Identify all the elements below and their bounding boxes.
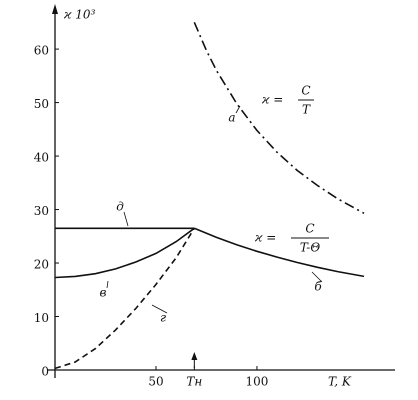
y-tick-label: 10 [34, 311, 49, 325]
formula-lhs: ϰ = [254, 231, 276, 245]
label-leader [123, 211, 129, 227]
y-tick-label: 0 [41, 365, 49, 379]
y-axis-label: ϰ 10³ [63, 8, 96, 22]
y-tick-label: 20 [34, 258, 49, 272]
label-leader [106, 280, 109, 289]
curve-label: д [116, 200, 124, 214]
y-tick-label: 30 [34, 204, 49, 218]
curve-label: а [228, 111, 235, 125]
x-tick-label: 50 [148, 375, 163, 389]
label-leader [311, 271, 323, 283]
formula-num: C [305, 222, 314, 236]
curve-label: в [100, 286, 107, 300]
y-axis-arrow [52, 4, 58, 14]
y-tick-label: 40 [34, 151, 49, 165]
formula-num: C [301, 84, 310, 98]
tn-arrow-head [191, 352, 198, 360]
x-tick-label: 100 [245, 375, 268, 389]
y-tick-label: 50 [34, 97, 49, 111]
curve-label: б [314, 280, 322, 294]
x-tick-label: Tн [186, 375, 202, 389]
formula-den: T-Θ [300, 241, 321, 255]
curve [54, 227, 195, 279]
x-axis-label: T, K [328, 375, 352, 389]
curve-label: г [160, 311, 166, 325]
curve [54, 227, 195, 370]
y-tick-label: 60 [34, 44, 49, 58]
label-leader [151, 304, 168, 314]
curve [193, 21, 365, 215]
formula-den: T [302, 103, 311, 117]
label-leader [235, 105, 241, 114]
curve [193, 227, 365, 278]
formula-lhs: ϰ = [261, 93, 283, 107]
